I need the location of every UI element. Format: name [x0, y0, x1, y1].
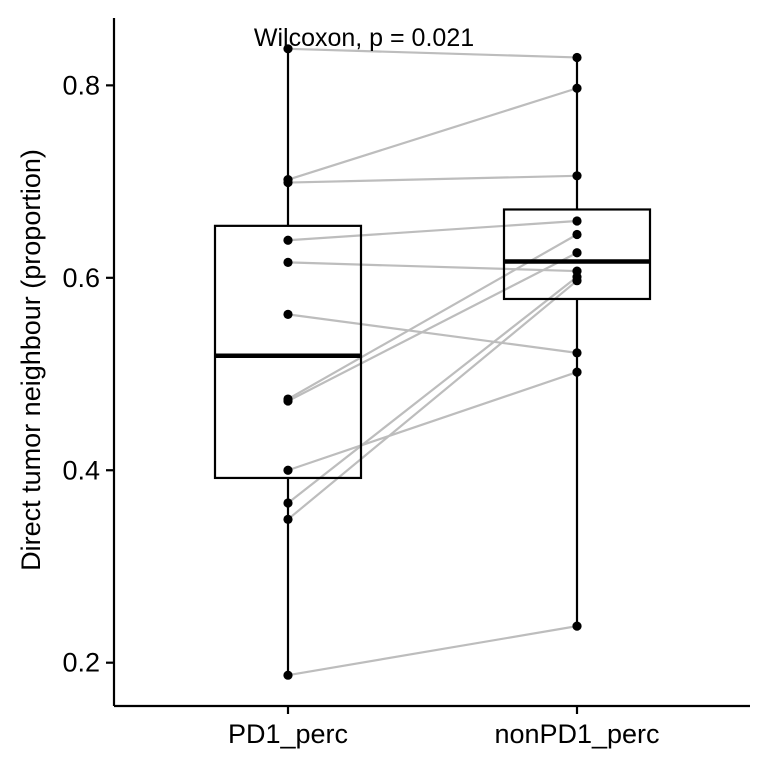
data-point — [572, 171, 582, 181]
y-tick-label: 0.8 — [62, 70, 100, 100]
y-tick-label: 0.6 — [62, 263, 100, 293]
data-point — [283, 670, 293, 680]
axes — [106, 18, 750, 714]
pair-line — [287, 174, 578, 184]
data-point — [283, 177, 293, 188]
pair-lines — [287, 47, 578, 677]
pair-line — [287, 371, 578, 472]
data-point — [283, 309, 293, 319]
data-point — [283, 498, 293, 508]
labels: 0.2 0.4 0.6 0.8 PD1_perc nonPD1_perc — [62, 70, 659, 749]
data-point — [572, 276, 582, 286]
pair-line — [287, 625, 578, 677]
y-tick-label: 0.4 — [62, 455, 100, 485]
data-point — [283, 235, 293, 245]
pair-line — [287, 87, 578, 181]
box — [502, 208, 652, 301]
y-tick-label: 0.2 — [62, 648, 100, 678]
pair-line — [287, 219, 578, 242]
data-point — [572, 83, 582, 93]
data-point — [283, 514, 293, 524]
data-point — [572, 248, 582, 258]
wilcoxon-annotation: Wilcoxon, p = 0.021 — [254, 24, 474, 52]
pair-line — [287, 251, 578, 402]
pair-line — [287, 313, 578, 354]
data-point — [283, 465, 293, 475]
data-point — [572, 367, 582, 377]
data-point — [572, 52, 582, 63]
y-axis-title: Direct tumor neighbour (proportion) — [16, 149, 46, 571]
data-point — [572, 621, 582, 631]
boxes — [213, 48, 652, 676]
box — [213, 224, 363, 480]
pair-line — [287, 279, 578, 521]
data-point — [283, 396, 293, 406]
data-point — [572, 229, 582, 240]
data-point — [283, 257, 293, 268]
pair-line — [287, 261, 578, 273]
data-point — [283, 44, 293, 54]
x-tick-label: PD1_perc — [228, 719, 348, 749]
points — [283, 44, 582, 680]
data-point — [572, 348, 582, 358]
x-tick-label: nonPD1_perc — [494, 719, 659, 749]
pair-line — [287, 47, 578, 59]
data-point — [572, 216, 582, 226]
pair-line — [287, 275, 578, 504]
